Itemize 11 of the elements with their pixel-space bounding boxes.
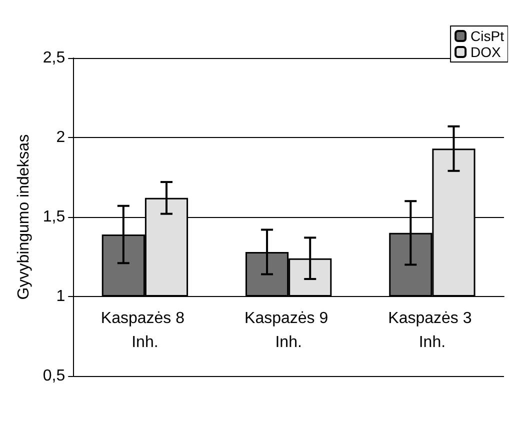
x-tick-label: Kaspazės 3 Inh. — [388, 310, 476, 351]
y-tick-label: 0,5 — [42, 368, 66, 384]
y-tick-label: 1,5 — [42, 208, 66, 226]
x-tick-label: Kaspazės 9 Inh. — [244, 310, 333, 351]
y-tick-label: 2 — [56, 129, 66, 146]
y-tick-label: 2,5 — [42, 50, 66, 66]
y-axis-title: Gyvybingumo indeksas — [16, 134, 32, 300]
y-tick-label: 1 — [56, 288, 66, 305]
legend-label: CisPt — [470, 28, 504, 44]
x-tick-label: Kaspazės 8 Inh. — [100, 310, 189, 351]
legend-label: DOX — [470, 44, 502, 60]
